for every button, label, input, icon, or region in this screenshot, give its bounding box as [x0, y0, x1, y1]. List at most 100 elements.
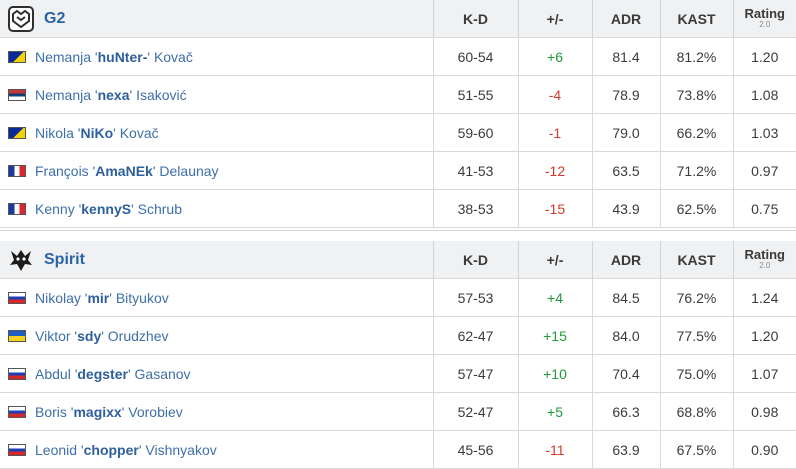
player-name-link[interactable]: Boris 'magixx' Vorobiev — [35, 404, 183, 420]
player-name-link[interactable]: Abdul 'degster' Gasanov — [35, 366, 191, 382]
player-name-link[interactable]: Nemanja 'nexa' Isaković — [35, 87, 187, 103]
player-nickname: AmaNEk — [95, 163, 153, 179]
player-first-name: Nemanja — [35, 87, 91, 103]
rating-value: 1.20 — [733, 38, 796, 76]
rating-value: 0.90 — [733, 431, 796, 469]
rating-value: 1.03 — [733, 114, 796, 152]
kd-value: 62-47 — [433, 317, 518, 355]
player-nickname: sdy — [77, 328, 101, 344]
plus-minus-header: +/- — [518, 241, 592, 279]
kd-value: 45-56 — [433, 431, 518, 469]
rating-value: 1.24 — [733, 279, 796, 317]
rating-value: 0.97 — [733, 152, 796, 190]
adr-value: 70.4 — [592, 355, 660, 393]
player-name-link[interactable]: François 'AmaNEk' Delaunay — [35, 163, 219, 179]
player-nickname: huNter- — [98, 49, 148, 65]
player-first-name: Nikola — [35, 125, 74, 141]
rating-value: 0.98 — [733, 393, 796, 431]
team-cell: Spirit — [0, 241, 433, 279]
rating-value: 0.75 — [733, 190, 796, 228]
player-nickname: NiKo — [80, 125, 113, 141]
player-first-name: Nemanja — [35, 49, 91, 65]
adr-header: ADR — [592, 241, 660, 279]
kast-value: 75.0% — [660, 355, 733, 393]
plus-minus-value: -4 — [518, 76, 592, 114]
player-cell: Viktor 'sdy' Orudzhev — [0, 317, 433, 355]
kast-value: 76.2% — [660, 279, 733, 317]
kast-value: 67.5% — [660, 431, 733, 469]
team-name-link[interactable]: Spirit — [44, 251, 85, 269]
russia-flag-icon — [8, 406, 26, 418]
team-header-row: G2 K-D +/- ADR KAST Rating 2.0 — [0, 0, 796, 38]
player-cell: Nikolay 'mir' Bityukov — [0, 279, 433, 317]
spirit-logo-icon — [8, 247, 34, 273]
player-cell: Nikola 'NiKo' Kovač — [0, 114, 433, 152]
team-divider — [0, 230, 796, 241]
kast-value: 71.2% — [660, 152, 733, 190]
team-cell: G2 — [0, 0, 433, 38]
rating-version: 2.0 — [734, 19, 796, 30]
player-name-link[interactable]: Nikola 'NiKo' Kovač — [35, 125, 159, 141]
player-last-name: Orudzhev — [108, 328, 169, 344]
adr-value: 63.9 — [592, 431, 660, 469]
player-last-name: Bityukov — [116, 290, 169, 306]
adr-value: 81.4 — [592, 38, 660, 76]
player-last-name: Gasanov — [135, 366, 191, 382]
plus-minus-value: +10 — [518, 355, 592, 393]
player-nickname: degster — [77, 366, 128, 382]
kast-header: KAST — [660, 0, 733, 38]
player-cell: François 'AmaNEk' Delaunay — [0, 152, 433, 190]
plus-minus-value: +4 — [518, 279, 592, 317]
adr-value: 66.3 — [592, 393, 660, 431]
player-last-name: Isaković — [136, 87, 187, 103]
adr-value: 79.0 — [592, 114, 660, 152]
russia-flag-icon — [8, 368, 26, 380]
player-name-link[interactable]: Nikolay 'mir' Bityukov — [35, 290, 169, 306]
plus-minus-value: -11 — [518, 431, 592, 469]
player-first-name: Abdul — [35, 366, 71, 382]
player-nickname: kennyS — [81, 201, 131, 217]
player-name-link[interactable]: Leonid 'chopper' Vishnyakov — [35, 442, 217, 458]
player-nickname: nexa — [98, 87, 130, 103]
player-name-link[interactable]: Viktor 'sdy' Orudzhev — [35, 328, 169, 344]
team-name-link[interactable]: G2 — [44, 10, 65, 28]
player-first-name: Viktor — [35, 328, 71, 344]
kast-value: 68.8% — [660, 393, 733, 431]
kd-value: 57-53 — [433, 279, 518, 317]
plus-minus-value: +6 — [518, 38, 592, 76]
team-header-row: Spirit K-D +/- ADR KAST Rating 2.0 — [0, 241, 796, 279]
kast-value: 62.5% — [660, 190, 733, 228]
kd-value: 60-54 — [433, 38, 518, 76]
player-first-name: Leonid — [35, 442, 77, 458]
plus-minus-value: -1 — [518, 114, 592, 152]
player-name-link[interactable]: Kenny 'kennyS' Schrub — [35, 201, 182, 217]
russia-flag-icon — [8, 292, 26, 304]
adr-value: 43.9 — [592, 190, 660, 228]
rating-header: Rating 2.0 — [733, 241, 796, 279]
adr-value: 63.5 — [592, 152, 660, 190]
kd-header: K-D — [433, 0, 518, 38]
player-first-name: Kenny — [35, 201, 75, 217]
kd-value: 38-53 — [433, 190, 518, 228]
player-cell: Kenny 'kennyS' Schrub — [0, 190, 433, 228]
kd-value: 41-53 — [433, 152, 518, 190]
kast-header: KAST — [660, 241, 733, 279]
player-last-name: Kovač — [120, 125, 159, 141]
france-flag-icon — [8, 165, 26, 177]
player-name-link[interactable]: Nemanja 'huNter-' Kovač — [35, 49, 193, 65]
bosnia-flag-icon — [8, 127, 26, 139]
kast-value: 73.8% — [660, 76, 733, 114]
player-last-name: Vorobiev — [128, 404, 182, 420]
france-flag-icon — [8, 203, 26, 215]
plus-minus-value: +5 — [518, 393, 592, 431]
plus-minus-value: +15 — [518, 317, 592, 355]
rating-value: 1.20 — [733, 317, 796, 355]
player-first-name: Boris — [35, 404, 67, 420]
